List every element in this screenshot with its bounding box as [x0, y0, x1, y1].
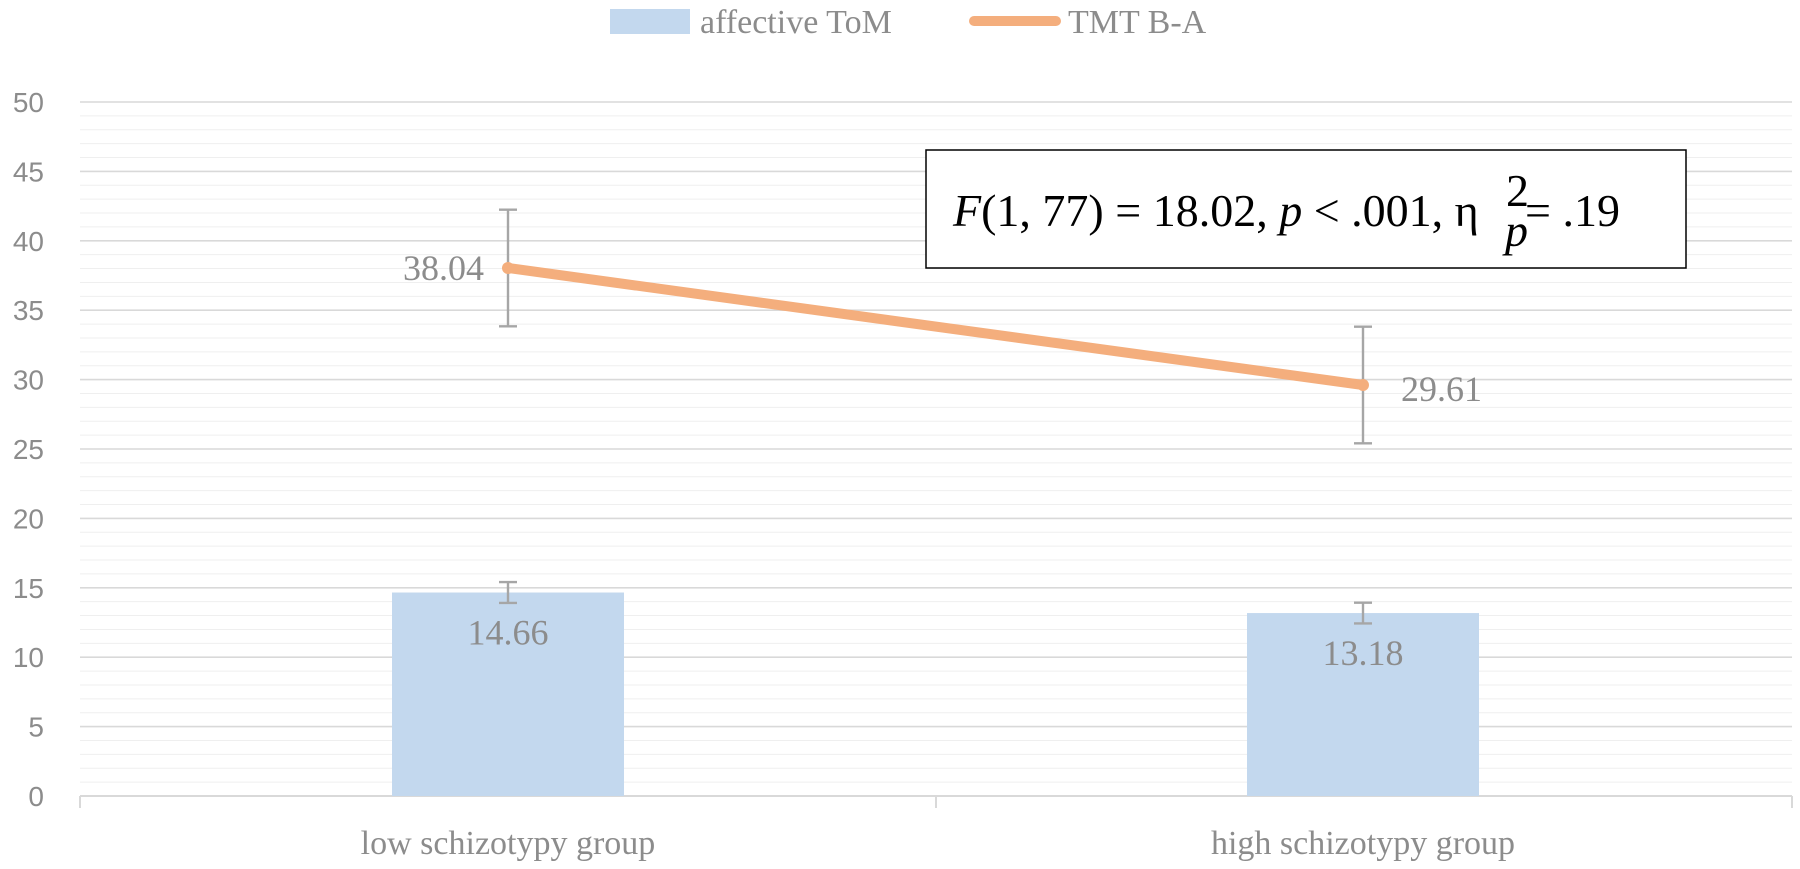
line-value-label: 29.61: [1401, 369, 1482, 409]
x-axis-ticks: low schizotypy group high schizotypy grou…: [361, 825, 1515, 862]
y-tick-label: 15: [13, 573, 44, 604]
line-series: [499, 208, 1372, 445]
y-axis-ticks: 0 5 10 15 20 25 30 35 40 45 50: [13, 87, 44, 812]
y-tick-label: 30: [13, 365, 44, 396]
y-tick-label: 40: [13, 226, 44, 257]
y-tick-label: 45: [13, 156, 44, 187]
y-tick-label: 20: [13, 503, 44, 534]
legend: affective ToM TMT B-A: [610, 4, 1207, 41]
bar-value-label: 13.18: [1323, 633, 1404, 673]
line-point: [1357, 379, 1369, 392]
stat-annotation-eta-sub: p: [1502, 205, 1528, 256]
stat-annotation-eta-value: = .19: [1525, 185, 1620, 236]
bar-series: [392, 580, 1479, 796]
y-tick-label: 25: [13, 434, 44, 465]
legend-swatch-affective-tom: [610, 9, 690, 34]
legend-label-affective-tom: affective ToM: [700, 4, 892, 41]
stat-annotation-eta-sup: 2: [1506, 165, 1529, 216]
line-series-path: [503, 263, 1368, 391]
line-value-label: 38.04: [403, 248, 484, 288]
legend-label-tmt-ba: TMT B-A: [1068, 4, 1207, 41]
y-tick-label: 5: [28, 712, 44, 743]
y-tick-label: 0: [28, 781, 44, 812]
bar: [392, 592, 624, 796]
y-tick-label: 50: [13, 87, 44, 118]
stat-annotation-text: F(1, 77) = 18.02, p < .001, η: [952, 185, 1479, 236]
x-tick-label: low schizotypy group: [361, 825, 656, 862]
x-tick-label: high schizotypy group: [1211, 825, 1515, 862]
y-tick-label: 10: [13, 642, 44, 673]
stat-annotation: F(1, 77) = 18.02, p < .001, η 2 p = .19: [925, 149, 1687, 269]
stat-annotation-box: [925, 149, 1687, 269]
data-labels: 14.66 13.18 38.04 29.61: [403, 248, 1482, 673]
bar: [1247, 613, 1479, 796]
bar-value-label: 14.66: [468, 613, 549, 653]
line-point: [502, 262, 514, 275]
y-tick-label: 35: [13, 295, 44, 326]
